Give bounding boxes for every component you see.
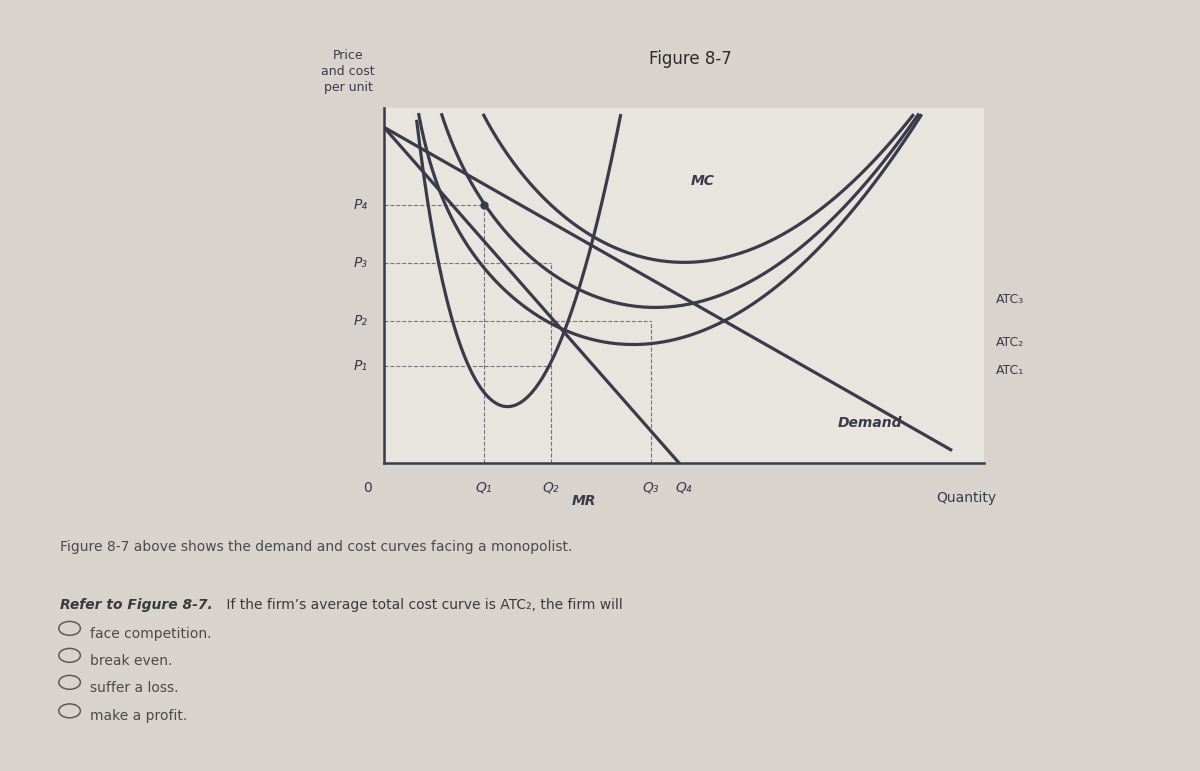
Text: Demand: Demand (838, 416, 902, 430)
Text: Price
and cost
per unit: Price and cost per unit (322, 49, 374, 94)
Text: Q₂: Q₂ (542, 480, 559, 495)
Text: 0: 0 (362, 480, 372, 495)
Text: MC: MC (691, 174, 714, 188)
Text: face competition.: face competition. (90, 627, 211, 641)
Text: P₁: P₁ (353, 359, 367, 373)
Text: ATC₃: ATC₃ (996, 293, 1025, 306)
Text: break even.: break even. (90, 654, 173, 668)
Text: Refer to Figure 8-7.: Refer to Figure 8-7. (60, 598, 212, 611)
Text: ATC₁: ATC₁ (996, 364, 1025, 377)
Text: P₂: P₂ (353, 314, 367, 328)
Text: P₄: P₄ (353, 197, 367, 212)
Text: ATC₂: ATC₂ (996, 335, 1025, 348)
Text: Q₁: Q₁ (475, 480, 492, 495)
Text: If the firm’s average total cost curve is ATC₂, the firm will: If the firm’s average total cost curve i… (222, 598, 623, 611)
Text: Figure 8-7 above shows the demand and cost curves facing a monopolist.: Figure 8-7 above shows the demand and co… (60, 540, 572, 554)
Text: MR: MR (572, 493, 596, 507)
Text: Figure 8-7: Figure 8-7 (649, 50, 731, 68)
Text: Quantity: Quantity (936, 491, 996, 505)
Text: P₃: P₃ (353, 256, 367, 270)
Text: make a profit.: make a profit. (90, 709, 187, 723)
Text: Q₄: Q₄ (676, 480, 692, 495)
Text: suffer a loss.: suffer a loss. (90, 681, 179, 695)
Text: Q₃: Q₃ (642, 480, 659, 495)
